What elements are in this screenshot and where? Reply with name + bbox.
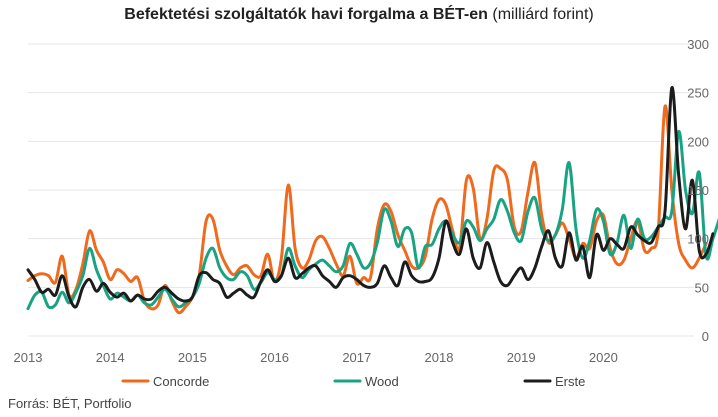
x-tick-label-2018: 2018 (425, 350, 454, 365)
y-tick-label-250: 250 (687, 86, 709, 101)
chart-title-unit: (milliárd forint) (487, 6, 594, 23)
series-line-wood (26, 130, 718, 311)
source-note: Forrás: BÉT, Portfolio (8, 396, 132, 411)
y-tick-label-0: 0 (702, 329, 709, 344)
legend-label-erste: Erste (555, 374, 585, 389)
y-tick-label-200: 200 (687, 134, 709, 149)
x-tick-label-2017: 2017 (342, 350, 371, 365)
series-line-erste (26, 86, 715, 309)
y-tick-label-300: 300 (687, 37, 709, 52)
series-line-concorde (26, 104, 708, 315)
legend-label-wood: Wood (365, 374, 399, 389)
legend-label-concorde: Concorde (153, 374, 209, 389)
x-tick-label-2020: 2020 (589, 350, 618, 365)
x-tick-label-2016: 2016 (260, 350, 289, 365)
x-tick-label-2014: 2014 (96, 350, 125, 365)
x-tick-label-2015: 2015 (178, 350, 207, 365)
chart-title-bold: Befektetési szolgáltatók havi forgalma a… (124, 6, 488, 23)
chart-title: Befektetési szolgáltatók havi forgalma a… (0, 6, 718, 24)
y-tick-label-50: 50 (695, 280, 709, 295)
x-tick-label-2019: 2019 (507, 350, 536, 365)
y-tick-label-100: 100 (687, 232, 709, 247)
y-tick-label-150: 150 (687, 183, 709, 198)
x-tick-label-2013: 2013 (14, 350, 43, 365)
